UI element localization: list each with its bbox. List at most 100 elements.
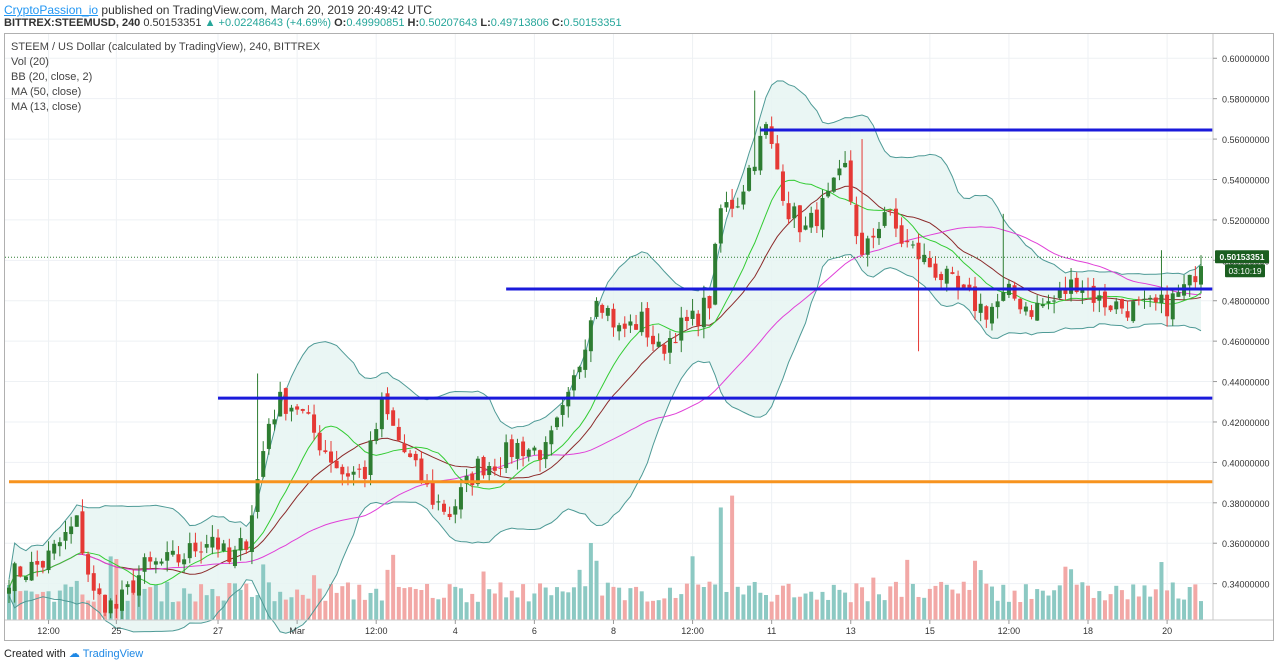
volume-bar <box>108 556 113 620</box>
candle-body <box>577 366 582 373</box>
volume-bar <box>605 582 610 620</box>
legend-ma50[interactable]: MA (50, close) <box>11 86 82 98</box>
volume-bar <box>543 587 548 620</box>
candle-body <box>345 473 350 477</box>
volume-bar <box>266 582 271 620</box>
candle-body <box>978 303 983 313</box>
volume-bar <box>617 587 622 620</box>
candle-body <box>1018 298 1023 310</box>
candle-body <box>775 143 780 170</box>
volume-bar <box>532 593 537 620</box>
tradingview-logo-icon: ☁ <box>68 648 80 660</box>
candle-body <box>786 203 791 220</box>
candle-body <box>1046 301 1051 304</box>
author-link[interactable]: CryptoPassion_io <box>4 3 99 17</box>
candle-body <box>916 242 921 260</box>
candle-body <box>475 458 480 485</box>
indicator-legend: STEEM / US Dollar (calculated by Trading… <box>11 40 320 115</box>
volume-bar <box>1165 590 1170 620</box>
chart-frame <box>4 33 1274 641</box>
candle-body <box>204 544 209 548</box>
volume-bar <box>187 593 192 620</box>
candle-body <box>148 557 153 562</box>
volume-bar <box>775 594 780 620</box>
volume-bar <box>441 597 446 620</box>
candle-body <box>340 466 345 475</box>
volume-bar <box>747 585 752 620</box>
volume-bar <box>18 591 23 620</box>
candle-body <box>860 232 865 255</box>
candle-body <box>170 550 175 555</box>
volume-bar <box>97 588 102 620</box>
volume-bar <box>752 581 757 620</box>
volume-bar <box>182 588 187 620</box>
footer: Created with ☁ TradingView <box>4 647 143 660</box>
candle-body <box>1199 266 1203 285</box>
volume-bar <box>216 596 221 620</box>
volume-bar <box>261 564 266 620</box>
volume-bar <box>63 584 68 620</box>
candle-body <box>1012 285 1017 299</box>
volume-bar <box>730 495 735 620</box>
volume-bar <box>893 581 898 620</box>
volume-bar <box>1012 590 1017 620</box>
candle-body <box>701 297 706 328</box>
candle-body <box>939 274 944 281</box>
candle-body <box>441 503 446 512</box>
candle-body <box>470 473 475 486</box>
volume-bar <box>797 596 802 620</box>
volume-bar <box>345 582 350 620</box>
volume-bar <box>379 600 384 620</box>
volume-bar <box>1029 598 1034 620</box>
tradingview-brand[interactable]: TradingView <box>82 648 144 660</box>
volume-bar <box>939 581 944 620</box>
legend-bb[interactable]: BB (20, close, 2) <box>11 71 93 83</box>
candle-body <box>289 407 294 412</box>
candle-body <box>1114 301 1119 310</box>
legend-vol[interactable]: Vol (20) <box>11 56 49 68</box>
x-tick-label: 25 <box>111 626 121 636</box>
candle-body <box>696 313 701 326</box>
candle-body <box>656 341 661 347</box>
volume-bar <box>413 588 418 620</box>
candle-body <box>176 554 181 563</box>
candle-body <box>662 344 667 354</box>
volume-bar <box>933 585 938 620</box>
volume-bar <box>515 597 520 620</box>
candle-body <box>933 263 938 278</box>
candle-body <box>826 190 831 197</box>
candle-body <box>882 212 887 226</box>
volume-bar <box>492 593 497 620</box>
candle-body <box>210 536 215 548</box>
x-tick-label: 15 <box>925 626 935 636</box>
candle-body <box>1176 292 1181 297</box>
volume-bar <box>1159 562 1164 620</box>
candle-body <box>707 296 712 309</box>
volume-bar <box>820 591 825 620</box>
volume-bar <box>667 587 672 620</box>
current-price-label: 0.50153351 <box>1220 252 1265 262</box>
candle-body <box>374 429 379 441</box>
candle-body <box>730 199 735 209</box>
volume-bar <box>278 591 283 620</box>
candles <box>7 90 1203 620</box>
candle-body <box>594 300 599 317</box>
legend-ma13[interactable]: MA (13, close) <box>11 101 82 113</box>
volume-bar <box>848 602 853 620</box>
volume-bar <box>504 597 509 620</box>
volume-bar <box>1176 598 1181 620</box>
volume-bar <box>74 580 79 620</box>
y-tick-label: 0.38000000 <box>1222 499 1270 509</box>
candle-body <box>848 160 853 202</box>
candle-body <box>91 573 96 591</box>
candle-body <box>922 254 927 263</box>
volume-bar <box>865 601 870 620</box>
y-tick-label: 0.58000000 <box>1222 95 1270 105</box>
candle-body <box>453 506 458 515</box>
volume-bar <box>23 590 28 620</box>
y-tick-label: 0.42000000 <box>1222 418 1270 428</box>
candle-body <box>193 542 198 552</box>
candle-body <box>46 550 51 571</box>
volume-bar <box>922 597 927 620</box>
price-chart[interactable]: 0.60000000 0.58000000 0.56000000 0.54000000… <box>5 34 1273 640</box>
